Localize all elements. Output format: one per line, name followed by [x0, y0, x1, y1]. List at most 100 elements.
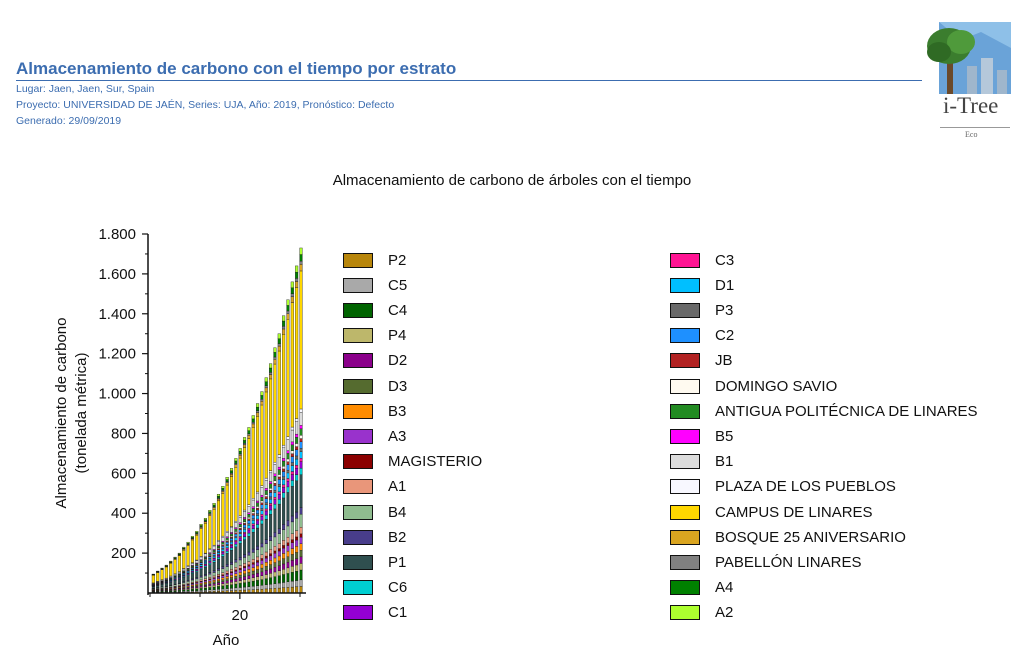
bar-segment-a1 — [299, 527, 303, 535]
bar-segment-c5 — [208, 589, 212, 592]
legend-swatch — [670, 479, 700, 495]
bar-segment-plaza-de-los-pueblos — [238, 515, 242, 518]
bar-segment-a1 — [208, 577, 212, 579]
legend-swatch — [670, 277, 700, 293]
bar-segment-a3 — [238, 569, 242, 573]
bar-segment-p1 — [212, 562, 216, 571]
bar-segment-d1 — [290, 465, 294, 472]
bar-segment-d2 — [277, 565, 281, 571]
legend-label: D1 — [715, 276, 735, 294]
bar-segment-a2 — [212, 503, 216, 506]
tree-logo-icon — [927, 22, 1011, 94]
bar-segment-b1 — [216, 541, 221, 546]
bar-segment-c4 — [277, 575, 281, 584]
bar-segment-d2 — [229, 579, 234, 583]
bar-segment-c6 — [273, 504, 277, 510]
bar-segment-jb — [238, 528, 242, 530]
legend-label: B2 — [388, 528, 407, 546]
bar-segment-c5 — [234, 587, 238, 591]
bar-segment-c3 — [247, 528, 251, 531]
bar-segment-a1 — [203, 578, 207, 581]
bar-segment-jb — [269, 490, 273, 493]
bar-segment-domingo-savio — [256, 506, 260, 509]
bar-segment-d1 — [247, 525, 251, 529]
bar-segment-p3 — [277, 484, 281, 487]
bar-segment-plaza-de-los-pueblos — [256, 491, 260, 494]
bar-segment-campus-de-linares — [264, 391, 268, 479]
bar-segment-c2 — [208, 556, 212, 559]
bar-segment-b4 — [225, 566, 229, 572]
bar-segment-campus-de-linares — [299, 270, 303, 410]
bar-segment-a4 — [238, 450, 242, 455]
bar-segment-domingo-savio — [273, 480, 277, 484]
bar-segment-bosque-25-aniversario — [234, 464, 238, 468]
bar-segment-a2 — [173, 556, 177, 558]
y-axis-title-line: Almacenamiento de carbono — [53, 318, 70, 509]
bar-segment-c2 — [264, 498, 268, 503]
bar-segment-campus-de-linares — [290, 302, 294, 428]
bar-segment-b4 — [238, 559, 242, 566]
legend-swatch — [670, 353, 700, 369]
bar-segment-a1 — [256, 556, 260, 561]
bar-segment-campus-de-linares — [212, 509, 216, 546]
legend-swatch — [343, 504, 373, 520]
generated-line: Generado: 29/09/2019 — [16, 115, 122, 127]
bar-segment-p2 — [290, 586, 294, 594]
bar-segment-a3 — [225, 574, 229, 577]
legend-item: DOMINGO SAVIO — [670, 376, 837, 396]
bar-segment-campus-de-linares — [203, 523, 207, 554]
bar-segment-c4 — [195, 588, 199, 591]
bar-segment-b2 — [199, 575, 203, 578]
bar-segment-a1 — [234, 567, 238, 571]
bar-segment-p4 — [256, 576, 260, 581]
bar-segment-b2 — [243, 554, 247, 558]
bar-segment-c2 — [234, 533, 238, 537]
bar-segment-d1 — [282, 479, 286, 485]
bar-segment-a3 — [208, 579, 212, 582]
bar-segment-magisterio — [247, 564, 251, 567]
bar-segment-c4 — [286, 573, 290, 583]
bar-segment-pabell-n-linares — [260, 399, 264, 402]
bar-segment-b4 — [173, 584, 177, 587]
bar-segment-pabell-n-linares — [295, 278, 299, 282]
bar-segment-a2 — [243, 437, 247, 441]
bar-segment-pabell-n-linares — [269, 372, 273, 375]
bar-segment-antigua-polit-cnica-de-linares — [208, 553, 212, 556]
y-tick-label: 200 — [111, 545, 136, 562]
bar-segment-p4 — [225, 582, 229, 586]
bar-segment-jb — [234, 532, 238, 535]
bar-segment-pabell-n-linares — [299, 260, 303, 265]
bar-segment-plaza-de-los-pueblos — [260, 485, 264, 488]
bar-segment-c5 — [256, 585, 260, 590]
bar-segment-b4 — [251, 552, 255, 560]
bar-segment-d3 — [234, 576, 238, 580]
legend-swatch — [343, 428, 373, 444]
bar-segment-p4 — [203, 586, 207, 589]
bar-segment-antigua-polit-cnica-de-linares — [273, 476, 277, 482]
bar-segment-magisterio — [229, 571, 234, 573]
bar-segment-p1 — [256, 527, 260, 547]
bar-segment-d3 — [282, 558, 286, 565]
bar-segment-b1 — [269, 472, 273, 482]
bar-segment-antigua-polit-cnica-de-linares — [238, 523, 242, 528]
bar-segment-bosque-25-aniversario — [277, 345, 281, 352]
legend-item: A1 — [343, 477, 406, 497]
bar-segment-b5 — [273, 473, 277, 477]
bar-segment-a1 — [216, 574, 221, 577]
bar-segment-b5 — [260, 494, 264, 498]
bar-segment-c6 — [243, 536, 247, 540]
bar-segment-plaza-de-los-pueblos — [286, 436, 290, 440]
bar-segment-b2 — [299, 507, 303, 515]
bar-segment-b4 — [212, 572, 216, 577]
bar-segment-a4 — [277, 338, 281, 344]
bar-segment-p4 — [195, 587, 199, 590]
bar-segment-b2 — [247, 551, 251, 556]
legend-swatch — [343, 454, 373, 470]
bar-segment-c2 — [225, 542, 229, 545]
legend-label: PABELLÓN LINARES — [715, 553, 862, 571]
y-tick-label: 400 — [111, 505, 136, 522]
bar-segment-c1 — [290, 474, 294, 481]
bar-segment-b2 — [216, 568, 221, 571]
bar-segment-d2 — [247, 575, 251, 579]
bar-segment-c1 — [282, 487, 286, 493]
